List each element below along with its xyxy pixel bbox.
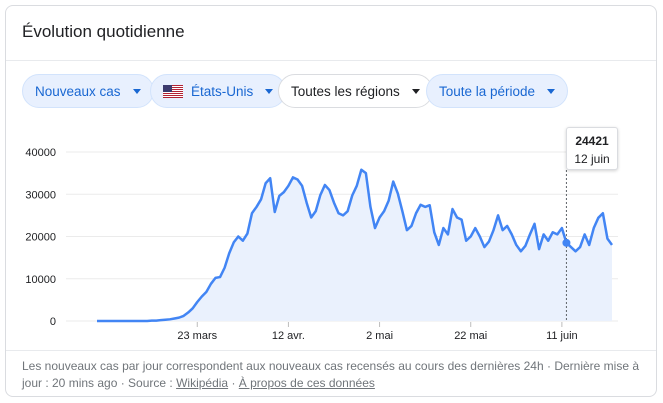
tooltip-value: 24421 [575, 134, 609, 148]
series-line [97, 168, 614, 323]
footer-text: Les nouveaux cas par jour correspondent … [22, 359, 640, 390]
period-dropdown-label: Toute la période [439, 83, 536, 99]
footer-note: Les nouveaux cas par jour correspondent … [22, 358, 644, 392]
chevron-down-icon [265, 88, 274, 94]
y-tick-label: 0 [50, 316, 56, 328]
y-tick-label: 40000 [25, 147, 56, 159]
footer-source-prefix: · Source : [117, 376, 177, 390]
metric-dropdown-label: Nouveaux cas [35, 83, 121, 99]
series-area-fill [97, 169, 612, 321]
highlight-point [562, 238, 571, 247]
wikipedia-link[interactable]: Wikipédia [176, 376, 229, 390]
footer-separator: · [228, 376, 239, 390]
metric-dropdown[interactable]: Nouveaux cas [22, 74, 154, 108]
chevron-down-icon [411, 88, 420, 94]
country-dropdown-label: États-Unis [191, 83, 254, 99]
region-dropdown-label: Toutes les régions [291, 83, 400, 99]
x-tick-label: 2 mai [366, 330, 393, 342]
y-tick-label: 30000 [25, 189, 56, 201]
chevron-down-icon [132, 88, 141, 94]
about-data-link[interactable]: À propos de ces données [238, 376, 375, 390]
us-flag-icon [163, 84, 183, 98]
y-tick-label: 20000 [25, 232, 56, 244]
daily-evolution-card: Évolution quotidienne Nouveaux cas États… [5, 5, 657, 397]
x-tick-label: 22 mai [454, 330, 487, 342]
title-divider [6, 60, 656, 61]
country-dropdown[interactable]: États-Unis [150, 74, 287, 108]
chevron-down-icon [547, 88, 556, 94]
tooltip-date: 12 juin [574, 152, 610, 166]
x-tick-label: 11 juin [546, 330, 578, 342]
chart-tooltip: 24421 12 juin [566, 127, 618, 170]
card-title: Évolution quotidienne [22, 22, 185, 41]
daily-cases-chart[interactable]: 0 10000 20000 30000 40000 23 mars 12 avr. 2 mai… [6, 118, 656, 350]
footer-divider [6, 350, 656, 351]
y-tick-label: 10000 [25, 274, 56, 286]
period-dropdown[interactable]: Toute la période [426, 74, 569, 108]
x-tick-label: 12 avr. [272, 330, 305, 342]
region-dropdown[interactable]: Toutes les régions [278, 74, 433, 108]
x-tick-label: 23 mars [177, 330, 217, 342]
